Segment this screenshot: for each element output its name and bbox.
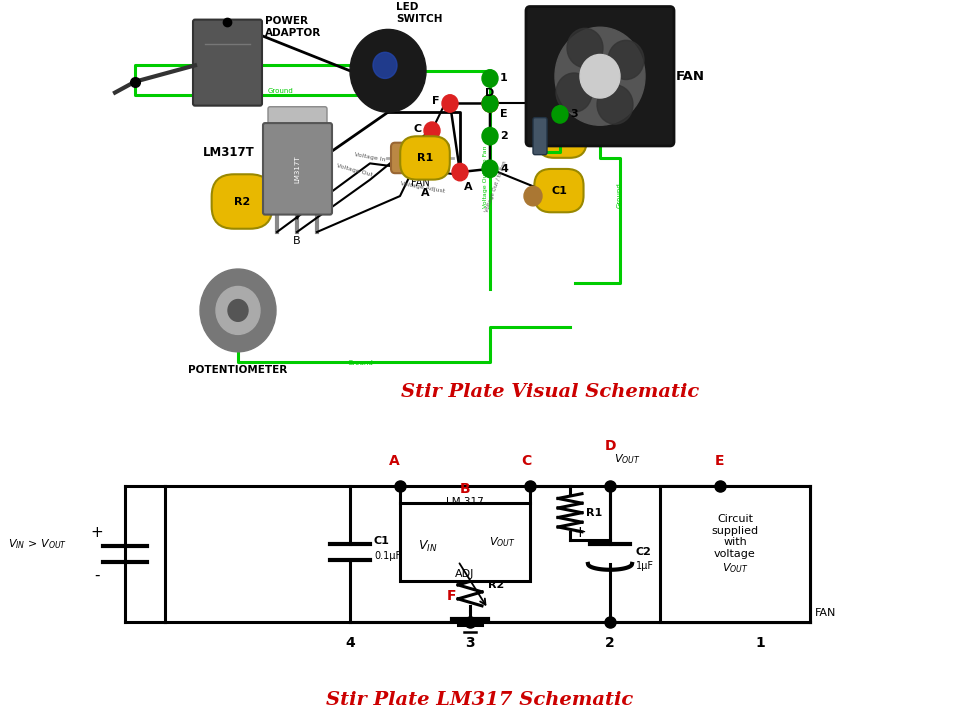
Text: D: D	[604, 438, 615, 453]
Text: LM317T: LM317T	[294, 155, 300, 183]
Circle shape	[556, 73, 592, 112]
Circle shape	[567, 28, 603, 68]
Text: $V_{IN}$: $V_{IN}$	[419, 539, 438, 554]
Text: A: A	[421, 189, 430, 199]
Text: R2: R2	[488, 580, 504, 590]
Circle shape	[482, 95, 498, 112]
FancyBboxPatch shape	[660, 486, 810, 623]
Circle shape	[580, 55, 620, 98]
Text: FAN: FAN	[676, 70, 705, 83]
Circle shape	[552, 106, 568, 123]
Text: C2: C2	[636, 547, 652, 557]
Text: C: C	[521, 454, 531, 468]
Text: LED
SWITCH: LED SWITCH	[396, 2, 443, 24]
Text: ADJ: ADJ	[455, 569, 474, 579]
Text: Voltage Adjust: Voltage Adjust	[400, 181, 445, 194]
Text: +: +	[574, 525, 587, 540]
Text: Stir Plate Visual Schematic: Stir Plate Visual Schematic	[401, 383, 699, 401]
Text: R1: R1	[586, 508, 602, 518]
Text: B: B	[460, 482, 470, 495]
Text: POTENTIOMETER: POTENTIOMETER	[188, 365, 288, 375]
Text: F: F	[446, 589, 456, 603]
Circle shape	[608, 40, 644, 79]
FancyBboxPatch shape	[268, 107, 327, 138]
Text: B: B	[293, 236, 300, 246]
Circle shape	[442, 95, 458, 112]
FancyBboxPatch shape	[400, 503, 530, 582]
Text: R2: R2	[234, 197, 251, 207]
Text: 2: 2	[605, 636, 614, 650]
FancyBboxPatch shape	[526, 6, 674, 146]
Text: Ground: Ground	[267, 88, 293, 94]
Circle shape	[597, 85, 633, 124]
Circle shape	[482, 160, 498, 178]
Text: Voltage Out / to Fan: Voltage Out / to Fan	[485, 161, 508, 213]
FancyBboxPatch shape	[263, 123, 332, 215]
Text: 1μF: 1μF	[636, 561, 654, 571]
Text: Ground: Ground	[617, 182, 623, 208]
Text: D: D	[486, 88, 494, 98]
Text: Ground: Ground	[348, 360, 372, 366]
Text: Stir Plate LM317 Schematic: Stir Plate LM317 Schematic	[326, 691, 634, 709]
Circle shape	[482, 95, 498, 112]
Circle shape	[373, 53, 397, 78]
Text: 2: 2	[500, 131, 508, 141]
Text: FAN: FAN	[815, 608, 836, 618]
Circle shape	[216, 287, 260, 334]
Text: LM317T: LM317T	[204, 146, 255, 159]
Text: C1: C1	[374, 536, 390, 546]
Text: A: A	[464, 182, 472, 192]
Circle shape	[424, 122, 440, 140]
FancyBboxPatch shape	[533, 117, 547, 155]
FancyBboxPatch shape	[193, 19, 262, 106]
Text: FAN: FAN	[411, 178, 430, 188]
Text: Voltage Out / to Fan: Voltage Out / to Fan	[483, 145, 488, 208]
Text: 3: 3	[466, 636, 475, 650]
Text: A: A	[389, 454, 399, 468]
Circle shape	[452, 163, 468, 181]
Text: E: E	[715, 454, 725, 468]
Text: 4: 4	[500, 164, 508, 174]
Text: -: -	[94, 568, 100, 583]
Text: +: +	[90, 525, 104, 540]
Text: C1: C1	[551, 186, 566, 196]
Text: $V_{IN}$ > $V_{OUT}$: $V_{IN}$ > $V_{OUT}$	[8, 538, 67, 552]
Circle shape	[524, 186, 542, 206]
Text: $V_{OUT}$: $V_{OUT}$	[489, 536, 516, 549]
Text: C2: C2	[554, 131, 570, 141]
Circle shape	[200, 269, 276, 352]
Text: $V_{OUT}$: $V_{OUT}$	[614, 453, 640, 467]
Circle shape	[482, 127, 498, 145]
Text: 1: 1	[756, 636, 765, 650]
Text: Circuit
supplied
with
voltage
$V_{OUT}$: Circuit supplied with voltage $V_{OUT}$	[711, 514, 758, 575]
Text: 1: 1	[500, 73, 508, 84]
Text: Voltage In: Voltage In	[225, 57, 259, 63]
Text: LM 317: LM 317	[446, 498, 484, 508]
Circle shape	[555, 27, 645, 125]
Text: 0.1μF: 0.1μF	[374, 551, 401, 561]
Text: 4: 4	[346, 636, 355, 650]
Text: Voltage In: Voltage In	[354, 152, 386, 162]
Circle shape	[228, 300, 248, 321]
FancyBboxPatch shape	[391, 143, 449, 174]
Text: 3: 3	[570, 109, 578, 120]
Text: F: F	[432, 96, 440, 107]
Text: Voltage Out: Voltage Out	[336, 163, 373, 177]
Text: C: C	[414, 124, 422, 133]
Circle shape	[350, 30, 426, 112]
Text: R1: R1	[417, 153, 433, 163]
Text: E: E	[500, 109, 508, 120]
Circle shape	[482, 70, 498, 87]
Text: POWER
ADAPTOR: POWER ADAPTOR	[265, 17, 322, 38]
